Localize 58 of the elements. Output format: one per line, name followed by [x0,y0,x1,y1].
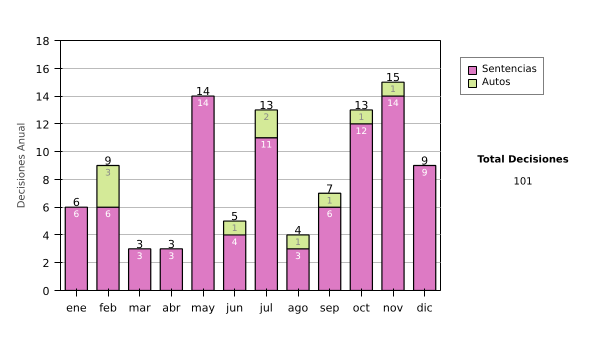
text: 101 [513,176,533,188]
x-tick-label: oct [352,302,371,314]
x-tick-label: jun [225,302,244,314]
total-label: 14 [196,85,210,98]
y-tick-label: 14 [36,90,50,104]
legend-label: Sentencias [482,64,537,75]
x-tick-label: dic [416,302,433,314]
data-label: 3 [168,252,174,262]
total-label: 13 [259,98,274,112]
x-tick-label: ene [66,302,87,314]
total-label: 5 [231,210,238,224]
total-label: 15 [386,71,400,84]
y-tick-label: 4 [42,229,50,242]
y-axis-title: Decisiones Anual [16,122,28,208]
y-tick-label: 12 [36,118,50,132]
data-label: 9 [422,168,428,178]
data-label: 1 [295,238,301,248]
data-label: 14 [197,99,209,110]
data-label: 1 [326,196,333,206]
data-label: 6 [105,210,112,220]
data-label: 1 [232,224,238,234]
x-tick-label: mar [128,302,152,314]
y-tick-label: 16 [36,62,50,76]
x-tick-label: may [191,302,216,314]
total-label: 13 [354,98,368,112]
data-label: 3 [295,252,301,262]
y-tick-label: 8 [42,174,50,187]
total-label: 7 [326,182,334,196]
data-label: 12 [356,126,368,137]
y-tick-label: 2 [42,257,50,270]
x-tick-label: abr [162,302,181,314]
total-label: 4 [294,224,302,237]
y-tick-label: 10 [36,146,50,160]
y-tick-label: 0 [42,285,50,298]
legend-label: Autos [482,77,510,88]
data-label: 1 [358,112,364,123]
data-label: 6 [73,210,80,220]
total-label: 6 [72,196,80,210]
data-label: 14 [387,99,399,110]
total-label: 3 [136,238,144,251]
x-tick-label: jul [258,302,273,314]
data-label: 4 [232,238,238,248]
total-label: 9 [104,154,112,168]
x-tick-label: ago [288,302,308,314]
data-label: 3 [105,168,111,178]
text: Total Decisiones [477,154,569,166]
x-tick-label: nov [382,302,404,314]
x-tick-label: feb [99,302,117,314]
data-label: 6 [326,210,333,220]
y-tick-label: 6 [42,202,50,215]
total-label: 9 [421,154,428,168]
data-label: 1 [390,85,396,96]
x-tick-label: sep [320,302,340,314]
data-label: 3 [136,252,143,262]
y-tick-label: 18 [36,35,50,48]
data-label: 2 [263,112,270,123]
total-label: 3 [168,238,175,251]
data-label: 11 [260,140,272,151]
